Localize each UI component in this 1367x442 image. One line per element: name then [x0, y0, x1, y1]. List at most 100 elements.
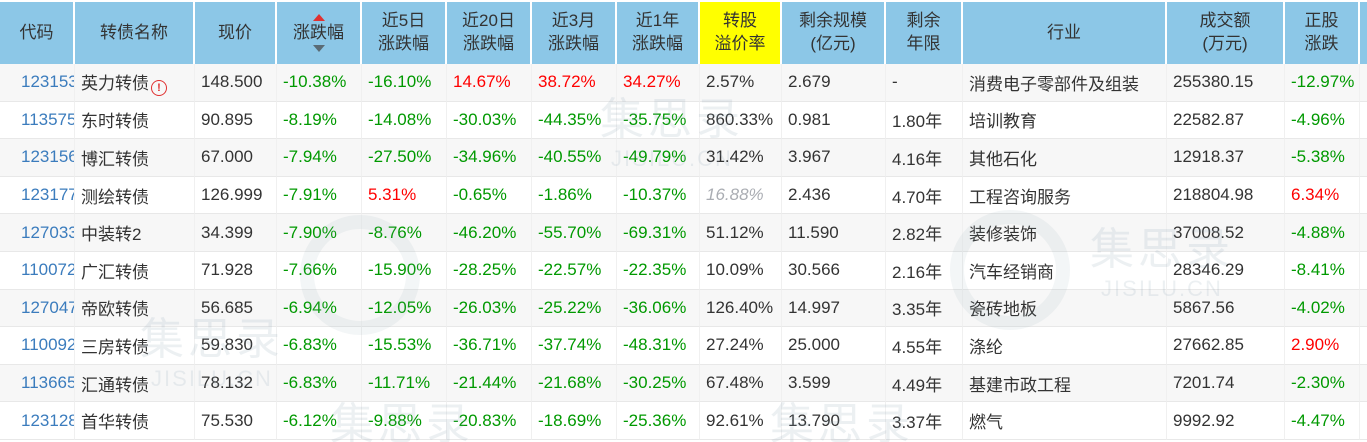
cell-chg1y: -35.75% — [617, 101, 700, 140]
column-header-price[interactable]: 现价 — [195, 0, 277, 64]
bond-name-text: 英力转债 — [81, 73, 149, 93]
cell-premium: 27.24% — [700, 327, 782, 365]
cell-chg3m: -44.35% — [532, 101, 617, 140]
cell-premium: 16.88% — [700, 176, 782, 215]
column-header-chg3m[interactable]: 近3月 涨跌幅 — [532, 0, 617, 64]
cell-edge — [1360, 177, 1367, 215]
column-header-industry[interactable]: 行业 — [963, 0, 1167, 64]
cell-chg3m: -37.74% — [532, 327, 617, 365]
cell-edge — [1360, 214, 1367, 252]
bond-code-link[interactable]: 110072 — [0, 251, 75, 290]
bond-code-link[interactable]: 110092 — [0, 327, 75, 365]
bond-code-link[interactable]: 123156 — [0, 139, 75, 177]
cell-chg1y: 34.27% — [617, 64, 700, 102]
column-header-code[interactable]: 代码 — [0, 0, 75, 64]
cell-industry: 其他石化 — [963, 139, 1167, 177]
cell-chg3m: -21.68% — [532, 364, 617, 403]
cell-price: 71.928 — [195, 251, 277, 290]
cell-premium: 2.57% — [700, 64, 782, 102]
cell-chg5: -16.10% — [362, 64, 447, 102]
column-header-premium[interactable]: 转股 溢价率 — [700, 0, 782, 64]
bond-code-link[interactable]: 127047 — [0, 289, 75, 328]
column-header-turnover[interactable]: 成交额 (万元) — [1167, 0, 1285, 64]
cell-chg: -7.91% — [277, 176, 362, 215]
bond-name-link[interactable]: 帝欧转债 — [75, 289, 195, 328]
bond-name-text: 三房转债 — [81, 337, 149, 357]
cell-years: 1.80年 — [886, 101, 963, 140]
cell-chg20: -28.25% — [447, 251, 532, 290]
cell-turnover: 28346.29 — [1167, 251, 1285, 290]
bond-code-link[interactable]: 123153 — [0, 64, 75, 102]
cell-chg5: -8.76% — [362, 214, 447, 252]
bond-code-link[interactable]: 127033 — [0, 214, 75, 252]
bond-row-127047: 127047 帝欧转债 56.685 -6.94% -12.05% -26.03% -25.… — [0, 289, 1367, 328]
bond-row-123156: 123156 博汇转债 67.000 -7.94% -27.50% -34.96% -40.… — [0, 139, 1367, 177]
column-header-years[interactable]: 剩余 年限 — [886, 0, 963, 64]
bond-name-link[interactable]: 中装转2 — [75, 214, 195, 252]
bond-name-link[interactable]: 博汇转债 — [75, 139, 195, 177]
cell-stock_chg: -12.97% — [1285, 64, 1360, 102]
warning-icon[interactable]: ! — [151, 80, 167, 97]
bond-name-link[interactable]: 东时转债 — [75, 101, 195, 140]
cell-chg5: -12.05% — [362, 289, 447, 328]
cell-stock_chg: 2.90% — [1285, 327, 1360, 365]
cell-chg: -10.38% — [277, 64, 362, 102]
cell-turnover: 27662.85 — [1167, 327, 1285, 365]
cell-chg3m: 38.72% — [532, 64, 617, 102]
cell-chg5: -15.53% — [362, 327, 447, 365]
bond-name-text: 测绘转债 — [81, 187, 149, 207]
column-label: 近20日 涨跌幅 — [462, 11, 515, 53]
column-header-chg20[interactable]: 近20日 涨跌幅 — [447, 0, 532, 64]
cell-years: 3.35年 — [886, 289, 963, 328]
cell-price: 148.500 — [195, 64, 277, 102]
bond-code-link[interactable]: 123177 — [0, 176, 75, 215]
cell-chg20: -36.71% — [447, 327, 532, 365]
cell-edge — [1360, 289, 1367, 328]
bond-row-110092: 110092 三房转债 59.830 -6.83% -15.53% -36.71% -37.… — [0, 327, 1367, 365]
bond-name-link[interactable]: 广汇转债 — [75, 251, 195, 290]
bond-name-text: 博汇转债 — [81, 149, 149, 169]
sort-asc-icon[interactable] — [312, 13, 325, 21]
column-header-edge — [1360, 0, 1367, 64]
column-header-size[interactable]: 剩余规模 (亿元) — [782, 0, 886, 64]
cell-edge — [1360, 64, 1367, 102]
column-header-chg[interactable]: 涨跌幅 — [277, 0, 362, 64]
cell-years: 4.70年 — [886, 176, 963, 215]
cell-years: 2.82年 — [886, 214, 963, 252]
cell-edge — [1360, 402, 1367, 440]
bond-code-link[interactable]: 113665 — [0, 364, 75, 403]
column-header-stock_chg[interactable]: 正股 涨跌 — [1285, 0, 1360, 64]
column-header-chg5[interactable]: 近5日 涨跌幅 — [362, 0, 447, 64]
cell-price: 34.399 — [195, 214, 277, 252]
cell-size: 2.436 — [782, 176, 886, 215]
cell-chg1y: -25.36% — [617, 402, 700, 440]
cell-chg: -7.90% — [277, 214, 362, 252]
cell-industry: 工程咨询服务 — [963, 176, 1167, 215]
cell-chg3m: -25.22% — [532, 289, 617, 328]
cell-size: 2.679 — [782, 64, 886, 102]
bond-name-text: 首华转债 — [81, 413, 149, 433]
cell-turnover: 255380.15 — [1167, 64, 1285, 102]
bond-name-link[interactable]: 英力转债! — [75, 64, 195, 102]
bond-name-link[interactable]: 首华转债 — [75, 402, 195, 440]
cell-chg: -6.12% — [277, 402, 362, 440]
bond-name-link[interactable]: 测绘转债 — [75, 176, 195, 215]
cell-chg5: -14.08% — [362, 101, 447, 140]
column-header-name[interactable]: 转债名称 — [75, 0, 195, 64]
bond-code-link[interactable]: 123128 — [0, 402, 75, 440]
column-label: 正股 涨跌 — [1304, 11, 1339, 53]
cell-industry: 汽车经销商 — [963, 251, 1167, 290]
bond-name-link[interactable]: 汇通转债 — [75, 364, 195, 403]
cell-chg3m: -55.70% — [532, 214, 617, 252]
column-header-chg1y[interactable]: 近1年 涨跌幅 — [617, 0, 700, 64]
sort-desc-icon[interactable] — [312, 45, 325, 53]
cell-chg: -7.94% — [277, 139, 362, 177]
cell-chg1y: -36.06% — [617, 289, 700, 328]
bond-name-link[interactable]: 三房转债 — [75, 327, 195, 365]
column-label: 行业 — [1047, 22, 1081, 42]
cell-price: 67.000 — [195, 139, 277, 177]
bond-code-link[interactable]: 113575 — [0, 101, 75, 140]
bond-row-127033: 127033 中装转2 34.399 -7.90% -8.76% -46.20% -55.7… — [0, 214, 1367, 252]
cell-edge — [1360, 139, 1367, 177]
